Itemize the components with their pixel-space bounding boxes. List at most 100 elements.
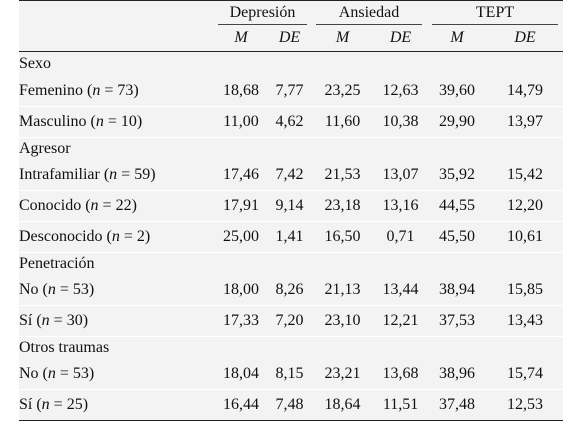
table-cell: 7,42 [268,160,312,191]
table-cell: 37,53 [427,305,488,337]
table-cell: 13,07 [374,160,428,191]
table-cell: 16,44 [214,389,268,421]
header-ansiedad-de: DE [374,25,428,52]
table-cell: 12,53 [487,389,564,421]
row-label-count: = 30) [49,312,89,329]
table-row: No (n = 53) 18,00 8,26 21,13 13,44 38,94 15,85 [19,275,564,306]
table-cell: 23,18 [311,190,375,222]
row-label: Masculino (n = 10) [19,106,214,138]
header-group-row: Depresión Ansiedad TEPT [19,0,564,25]
table-cell: 11,00 [214,106,268,138]
section-title: Sexo [19,55,51,72]
header-ansiedad-m: M [311,25,375,52]
row-label-n: n [41,396,50,413]
table-row: Desconocido (n = 2) 25,00 1,41 16,50 0,71 45,… [19,221,564,253]
table-cell: 23,25 [311,76,375,107]
row-label-text: No ( [19,365,48,382]
row-label: No (n = 53) [19,275,214,306]
table-cell: 4,62 [268,106,312,138]
section-header-row: Penetración [19,253,563,276]
row-label-text: No ( [19,281,48,298]
table-cell: 17,46 [214,160,268,191]
table-row: No (n = 53) 18,04 8,15 23,21 13,68 38,96 15,74 [19,359,564,390]
table-cell: 11,51 [374,389,428,421]
table-cell: 44,55 [427,190,488,222]
table-row: Sí (n = 25) 16,44 7,48 18,64 11,51 37,48 12,53 [19,389,564,421]
section-title: Agresor [19,140,71,157]
table-cell: 18,04 [214,359,268,390]
table-cell: 23,10 [311,305,375,337]
row-label: Sí (n = 30) [19,305,214,337]
row-label-text: Intrafamiliar ( [19,166,110,183]
row-label-n: n [90,197,99,214]
table-cell: 18,68 [214,76,268,107]
row-label: Intrafamiliar (n = 59) [19,160,214,191]
row-label-n: n [95,113,104,130]
table-cell: 16,50 [311,221,375,253]
header-stat-row: M DE M DE M DE [19,25,564,52]
table-cell: 10,61 [487,221,564,253]
table-cell: 9,14 [268,190,312,222]
data-table: Depresión Ansiedad TEPT M DE M DE M DE S… [19,0,564,421]
row-label-n: n [47,365,56,382]
table-cell: 13,68 [374,359,428,390]
section-title: Penetración [19,255,95,272]
header-depresion-de: DE [268,25,312,52]
row-label-count: = 22) [98,197,137,214]
header-tept: TEPT [427,0,564,25]
row-label-count: = 10) [103,113,143,130]
table-row: Femenino (n = 73) 18,68 7,77 23,25 12,63 39,6… [19,76,564,107]
table-cell: 12,20 [487,190,564,222]
table-cell: 12,21 [374,305,428,337]
table-cell: 45,50 [427,221,488,253]
row-label-text: Conocido ( [19,197,91,214]
table-cell: 29,90 [427,106,488,138]
row-label: Desconocido (n = 2) [19,221,214,253]
row-label-count: = 53) [55,365,95,382]
row-label: Sí (n = 25) [19,389,214,421]
table-cell: 1,41 [268,221,312,253]
table-cell: 15,85 [487,275,564,306]
header-tept-de: DE [487,25,564,52]
table-cell: 8,26 [268,275,312,306]
row-label-count: = 25) [49,396,89,413]
section-header-row: Agresor [19,138,563,161]
table-cell: 21,53 [311,160,375,191]
header-tept-m: M [427,25,488,52]
table-cell: 7,20 [268,305,312,337]
table-cell: 39,60 [427,76,488,107]
table-cell: 38,96 [427,359,488,390]
table-cell: 13,44 [374,275,428,306]
table-cell: 17,91 [214,190,268,222]
row-label: Femenino (n = 73) [19,76,214,107]
table-cell: 7,77 [268,76,312,107]
header-depresion: Depresión [214,0,312,25]
header-ansiedad: Ansiedad [311,0,428,25]
section-header-row: Sexo [19,52,563,77]
table-cell: 18,00 [214,275,268,306]
table-cell: 11,60 [311,106,375,138]
row-label-text: Masculino ( [19,113,96,130]
header-depresion-m: M [214,25,268,52]
table-cell: 8,15 [268,359,312,390]
row-label-text: Desconocido ( [19,228,112,245]
table-cell: 13,97 [487,106,564,138]
table-cell: 10,38 [374,106,428,138]
table-cell: 15,74 [487,359,564,390]
row-label-n: n [47,281,56,298]
table-cell: 7,48 [268,389,312,421]
row-label-n: n [92,82,101,99]
row-label-count: = 73) [100,82,139,99]
table-cell: 0,71 [374,221,428,253]
row-label-count: = 53) [55,281,95,298]
header-corner [19,0,214,25]
table-cell: 25,00 [214,221,268,253]
table-cell: 21,13 [311,275,375,306]
table-cell: 12,63 [374,76,428,107]
table-cell: 35,92 [427,160,488,191]
row-label: Conocido (n = 22) [19,190,214,222]
row-label-n: n [111,228,120,245]
table-cell: 18,64 [311,389,375,421]
table-cell: 14,79 [487,76,564,107]
row-label-count: = 59) [117,166,156,183]
